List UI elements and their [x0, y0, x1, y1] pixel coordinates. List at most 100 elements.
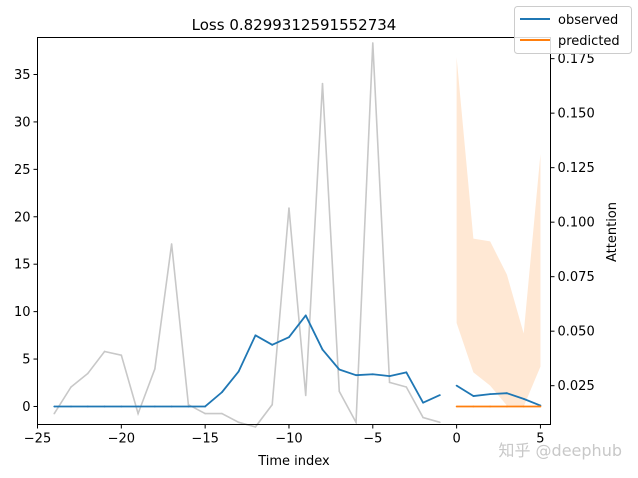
x-tick-label: −25 [24, 432, 51, 447]
attention-point [137, 412, 139, 415]
y-tick-label: 30 [14, 115, 31, 130]
attention-point [221, 412, 223, 415]
attention-point [304, 394, 307, 397]
y2-axis-label: Attention [605, 202, 620, 262]
observed-point [237, 370, 240, 373]
attention-point [187, 403, 190, 406]
y-axis-ticks: 0 5 10 15 20 25 30 35 [14, 68, 38, 415]
legend-predicted-label: predicted [558, 34, 620, 49]
y2-tick-label: 0.100 [558, 216, 595, 231]
attention-point [371, 42, 374, 44]
observed-point [321, 348, 324, 351]
legend-observed-label: observed [558, 13, 618, 28]
observed-point [304, 314, 307, 317]
x-axis-label: Time index [257, 454, 330, 469]
observed-point [455, 384, 458, 387]
watermark-text: 知乎 @deephub [498, 441, 622, 460]
y2-tick-label: 0.150 [558, 107, 595, 122]
attention-point [439, 421, 441, 424]
attention-point [86, 372, 89, 375]
observed-point [187, 405, 190, 408]
observed-point [120, 405, 123, 408]
x-tick-label: −20 [108, 432, 135, 447]
series-layer [53, 314, 542, 408]
prediction-band-layer [456, 57, 541, 407]
observed-point [153, 405, 156, 408]
x-tick-label: −10 [275, 432, 302, 447]
x-tick-label: 0 [452, 432, 460, 447]
y-tick-label: 5 [22, 353, 30, 368]
attention-point [355, 421, 357, 424]
predicted-point [472, 405, 475, 408]
attention-point [321, 82, 324, 85]
attention-point [405, 386, 408, 388]
attention-point [254, 426, 257, 428]
y2-axis-ticks: 0.025 0.050 0.075 0.100 0.125 0.150 0.175 [550, 52, 595, 394]
y-tick-label: 25 [14, 163, 31, 178]
y2-tick-label: 0.175 [558, 52, 595, 67]
attention-point [338, 390, 341, 393]
observed-point [472, 395, 475, 397]
observed-point [338, 368, 341, 371]
observed-point [288, 336, 290, 339]
y2-tick-label: 0.125 [558, 161, 595, 176]
observed-point [137, 405, 139, 408]
observed-point [86, 405, 89, 408]
observed-line-segment-0 [54, 314, 441, 408]
observed-line-segment-1 [456, 384, 541, 407]
observed-point [70, 405, 72, 408]
attention-point [170, 243, 173, 245]
y2-tick-label: 0.075 [558, 270, 595, 285]
attention-point [70, 386, 72, 388]
observed-point [371, 373, 374, 376]
x-axis-ticks: −25 −20 −15 −10 −5 0 5 [24, 424, 545, 447]
y-tick-label: 35 [14, 68, 31, 83]
attention-point [388, 381, 391, 384]
y-tick-label: 10 [14, 305, 31, 320]
y-tick-label: 15 [14, 258, 31, 273]
observed-point [506, 392, 508, 395]
plot-area-frame [37, 37, 551, 425]
observed-point [438, 394, 441, 396]
observed-point [355, 374, 357, 377]
x-tick-label: 5 [536, 432, 544, 447]
observed-point [405, 371, 408, 374]
attention-line [53, 42, 441, 428]
x-tick-label: −15 [191, 432, 218, 447]
attention-point [237, 421, 240, 424]
observed-point [170, 405, 173, 408]
observed-point [388, 375, 391, 378]
legend: observed predicted [514, 6, 632, 54]
observed-point [489, 393, 492, 396]
observed-point [522, 397, 525, 400]
predicted-point [539, 405, 542, 408]
chart-title: Loss 0.8299312591552734 [192, 16, 397, 34]
observed-point [271, 343, 274, 346]
attention-point [271, 403, 274, 406]
observed-point [103, 405, 106, 408]
attention-point [154, 368, 156, 370]
attention-point [204, 412, 206, 415]
attention-point [103, 350, 106, 353]
attention-point [120, 354, 123, 356]
predicted-point [489, 405, 492, 408]
prediction-band [456, 57, 541, 407]
predicted-point [506, 405, 508, 408]
predicted-point [522, 405, 525, 408]
observed-point [53, 405, 56, 408]
attention-point [53, 412, 56, 415]
attention-point [288, 207, 290, 209]
observed-point [204, 405, 207, 408]
y-tick-label: 0 [22, 400, 30, 415]
observed-point [221, 391, 223, 394]
attention-point [422, 416, 424, 419]
observed-point [254, 334, 257, 337]
attention-layer [53, 42, 441, 428]
x-tick-label: −5 [363, 432, 382, 447]
y2-tick-label: 0.025 [558, 379, 595, 394]
y2-tick-label: 0.050 [558, 325, 595, 340]
observed-point [422, 401, 424, 404]
predicted-point [455, 405, 458, 408]
y-tick-label: 20 [14, 210, 31, 225]
